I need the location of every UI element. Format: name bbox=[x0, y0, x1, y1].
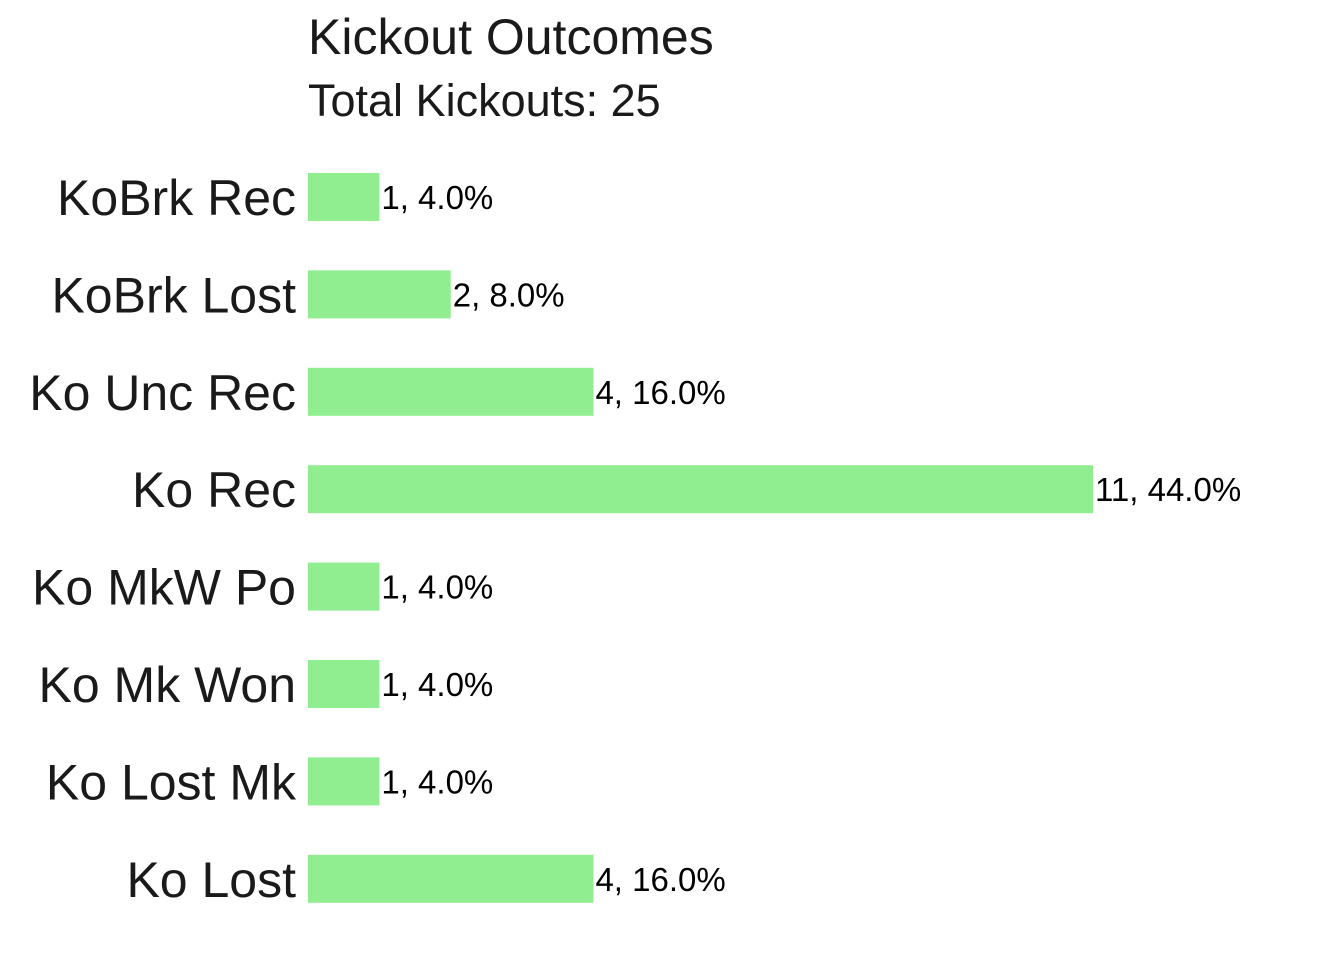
category-label: Ko Lost bbox=[126, 852, 296, 908]
data-label: 1, 4.0% bbox=[381, 666, 493, 703]
bar bbox=[308, 854, 594, 903]
bar bbox=[308, 465, 1093, 514]
category-label: Ko Rec bbox=[132, 462, 296, 518]
data-label: 11, 44.0% bbox=[1095, 471, 1241, 508]
bar bbox=[308, 367, 594, 416]
category-label: Ko Lost Mk bbox=[46, 754, 297, 810]
data-label: 1, 4.0% bbox=[381, 569, 493, 606]
data-label: 1, 4.0% bbox=[381, 763, 493, 800]
bars-layer: KoBrk Rec 1, 4.0% KoBrk Lost 2, 8.0% Ko Unc … bbox=[29, 170, 1241, 908]
category-label: KoBrk Rec bbox=[57, 170, 296, 226]
category-label: KoBrk Lost bbox=[51, 267, 296, 323]
category-label: Ko MkW Po bbox=[32, 560, 296, 616]
chart-subtitle: Total Kickouts: 25 bbox=[308, 75, 661, 126]
bar bbox=[308, 562, 380, 611]
category-label: Ko Unc Rec bbox=[29, 365, 296, 421]
bar bbox=[308, 173, 380, 221]
bar bbox=[308, 757, 380, 806]
bar bbox=[308, 660, 380, 708]
data-label: 2, 8.0% bbox=[453, 276, 565, 313]
category-label: Ko Mk Won bbox=[39, 657, 297, 713]
data-label: 4, 16.0% bbox=[595, 861, 725, 898]
data-label: 4, 16.0% bbox=[595, 374, 725, 411]
bar bbox=[308, 270, 451, 319]
chart-title: Kickout Outcomes bbox=[308, 9, 714, 65]
data-label: 1, 4.0% bbox=[381, 179, 493, 216]
